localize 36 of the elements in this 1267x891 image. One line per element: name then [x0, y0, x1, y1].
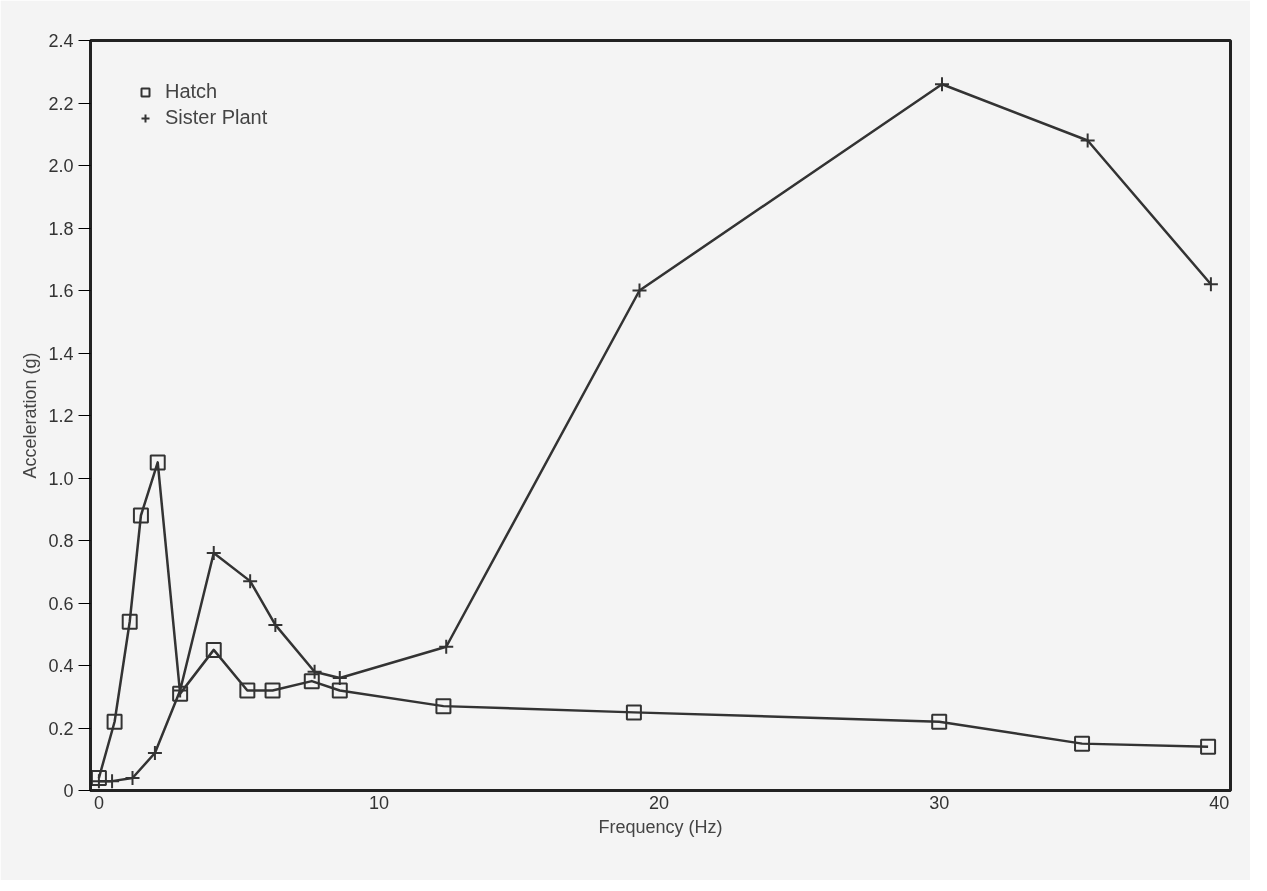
x-tick-label: 10 — [368, 792, 390, 813]
legend-label: Sister Plant — [165, 106, 268, 129]
point — [106, 713, 123, 730]
y-tick-label: 1.8 — [48, 218, 74, 239]
y-tick-label: 1.6 — [48, 281, 74, 301]
y-tick-label: 0.4 — [48, 656, 74, 676]
y-axis-title: Acceleration (g) — [20, 352, 41, 479]
point — [264, 682, 281, 699]
point — [931, 713, 948, 730]
y-tick-label: 1.4 — [48, 343, 74, 364]
point — [205, 641, 222, 658]
point — [90, 770, 107, 786]
point — [435, 698, 452, 715]
point — [331, 682, 348, 699]
point — [303, 673, 320, 690]
point — [239, 682, 256, 699]
point — [149, 454, 166, 471]
point — [1200, 738, 1217, 755]
y-tick-label: 0.2 — [48, 718, 74, 739]
point — [625, 704, 642, 721]
point — [132, 507, 149, 524]
x-axis-title: Frequency (Hz) — [598, 816, 723, 837]
x-tick-label: 0 — [93, 792, 104, 813]
y-tick-label: 2.2 — [48, 93, 74, 114]
x-tick-label: 40 — [1209, 792, 1230, 813]
y-tick-label: 2.0 — [48, 156, 74, 176]
x-tick-label: 20 — [649, 792, 670, 813]
point — [1074, 735, 1091, 752]
x-tick-label: 30 — [929, 792, 950, 813]
y-tick-label: 0.6 — [48, 593, 74, 614]
y-tick-label: 0.8 — [48, 531, 74, 551]
y-tick-label: 1.0 — [48, 468, 74, 489]
y-tick-label: 1.2 — [48, 406, 74, 426]
legend-label: Hatch — [165, 80, 218, 103]
point — [121, 613, 138, 630]
y-tick-label: 2.4 — [48, 31, 74, 51]
